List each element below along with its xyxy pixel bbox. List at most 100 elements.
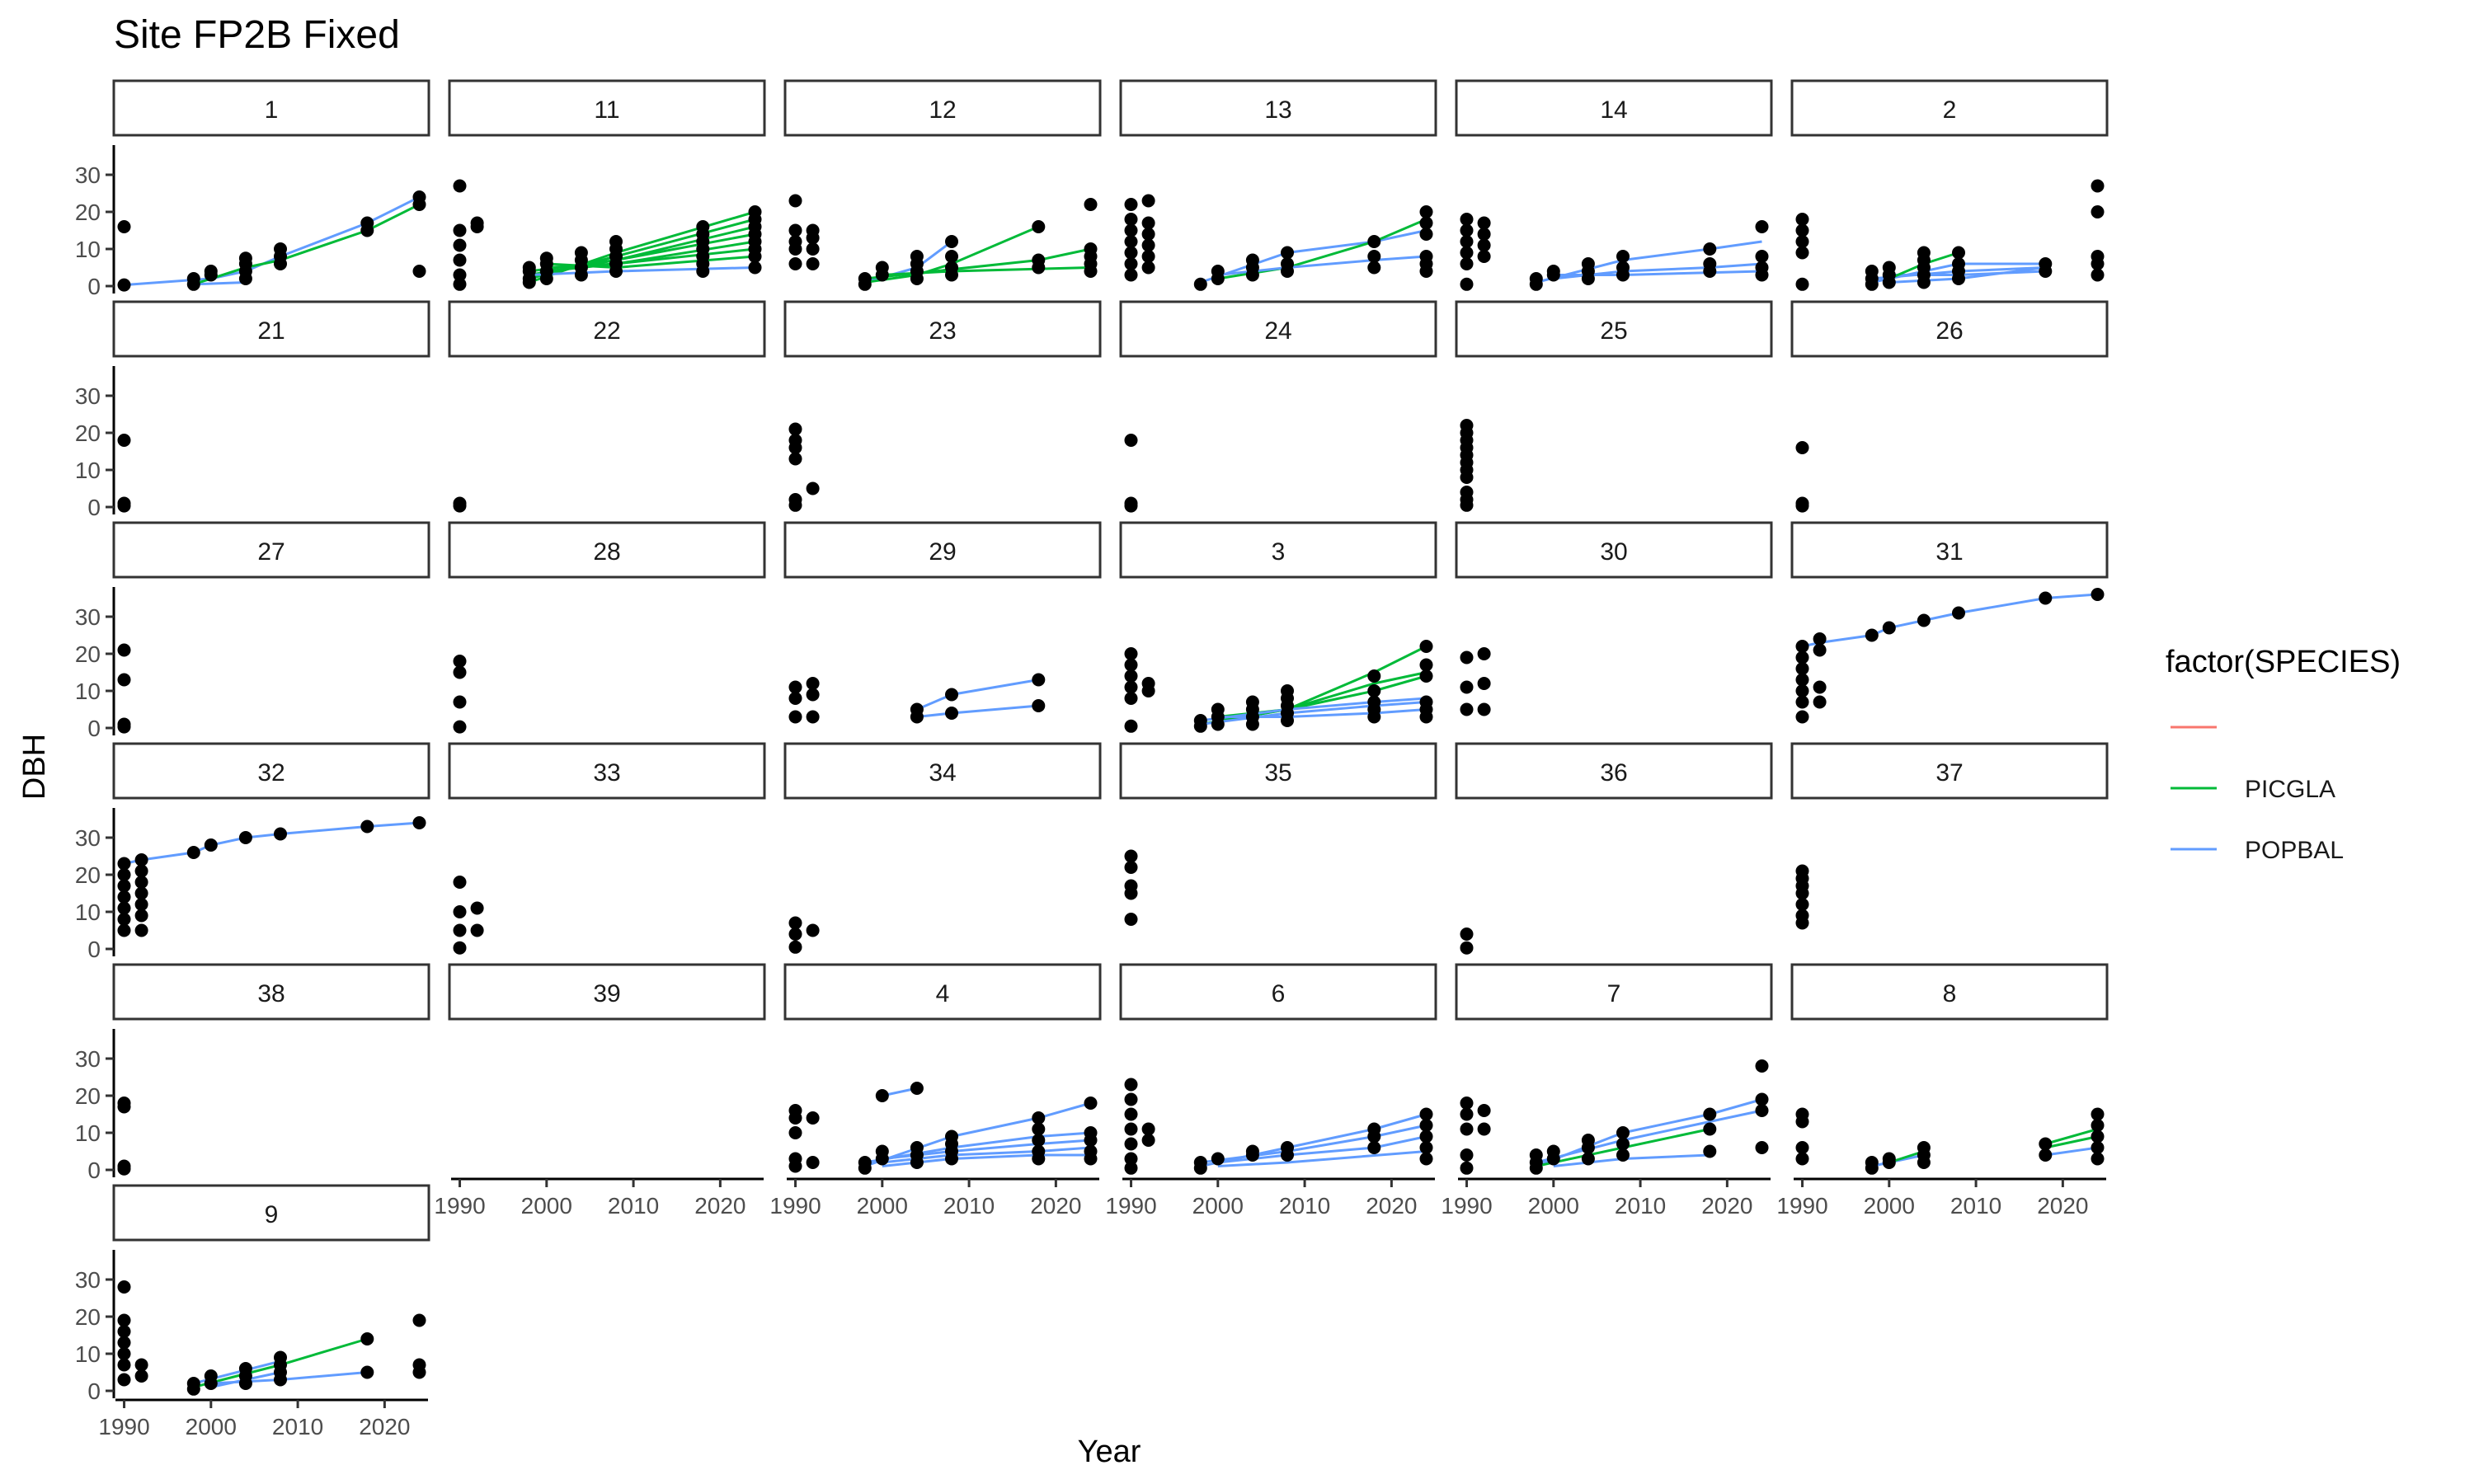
data-point [360,819,374,834]
facet-panel: 25 [1455,300,1773,512]
data-point [453,905,467,918]
data-point [1460,928,1474,941]
data-point [788,1126,802,1139]
facet-panel: 11 [448,79,766,291]
legend-title: factor(SPECIES) [2166,645,2401,679]
data-point [1703,257,1717,270]
data-point [1795,640,1809,653]
facet-panel: 2 [1790,79,2109,291]
data-point [1865,265,1879,278]
data-point [117,1347,131,1360]
data-point [1141,261,1155,275]
data-point [1124,849,1138,863]
data-point [945,250,958,263]
data-point [1813,680,1827,694]
series-line-popbal [1536,1098,1762,1167]
data-point [1460,213,1474,226]
data-point [412,190,426,204]
data-point [453,268,467,282]
data-point [1281,684,1294,697]
data-point [1141,250,1155,263]
facet-panel: 39 1990 2000 2010 2020 [434,963,766,1219]
data-point [1755,1141,1769,1154]
data-point [1460,1107,1474,1121]
facet-strip [1119,521,1437,579]
data-point [788,1159,802,1173]
data-point [1141,1134,1155,1147]
data-point [1124,1107,1138,1121]
facet-strip [1790,963,2109,1021]
data-point [1281,257,1294,270]
data-point [1460,257,1474,270]
data-point [1124,268,1138,282]
facet-panel: 26 [1790,300,2109,513]
data-point [204,1369,218,1383]
legend-label: POPBAL [2245,837,2344,864]
facet-label: 1 [265,96,279,124]
data-point [1952,606,1965,620]
data-point [858,272,872,285]
facet-strip [1119,963,1437,1021]
data-point [360,1365,374,1379]
series-line-popbal [193,281,246,286]
data-point [117,913,131,926]
y-tick-label: 30 [75,383,101,409]
facet-strip [112,1184,430,1242]
data-point [1477,216,1491,230]
data-point [788,441,802,454]
data-point [1032,1144,1046,1158]
facet-strip [1119,300,1437,358]
data-point [788,452,802,466]
data-point [1795,213,1809,226]
facet-label: 8 [1943,980,1957,1007]
data-point [2091,588,2105,601]
data-point [1124,861,1138,874]
facet-panel: 7 1990 2000 2010 2020 [1441,963,1773,1219]
facet-label: 25 [1600,317,1627,345]
series-line-picgla [864,225,1039,284]
y-tick-label: 20 [75,200,101,225]
series-line-picgla [2044,1135,2098,1149]
x-tick-label: 1990 [1776,1193,1827,1219]
data-point [470,216,484,230]
data-point [1419,228,1433,241]
data-point [1367,250,1381,263]
data-point [1245,1144,1259,1158]
x-tick-label: 2020 [1701,1193,1752,1219]
facet-panel: 38 0 10 20 30 [75,963,430,1183]
data-point [274,827,287,841]
y-tick-label: 0 [87,716,101,741]
data-point [1419,250,1433,263]
data-point [1084,1097,1098,1110]
facet-panel: 8 1990 2000 2010 2020 [1776,963,2109,1219]
data-point [2039,591,2053,605]
data-point [1616,1137,1630,1151]
facet-label: 24 [1264,317,1291,345]
x-tick-label: 2000 [1864,1193,1915,1219]
data-point [453,655,467,668]
data-point [1477,1104,1491,1117]
data-point [1124,1161,1138,1175]
data-point [1616,1126,1630,1139]
data-point [1795,916,1809,930]
y-tick-label: 30 [75,604,101,630]
facet-panel: 28 [448,521,766,734]
data-point [1419,640,1433,653]
facet-strip [1119,79,1437,137]
data-point [1124,213,1138,226]
facet-label: 28 [593,538,620,566]
facet-panel: 22 [448,300,766,513]
facet-label: 33 [593,759,620,787]
data-point [1795,1115,1809,1129]
data-point [1419,1129,1433,1144]
data-point [1755,261,1769,275]
data-point [1477,677,1491,690]
data-point [788,223,802,237]
data-point [1084,242,1098,256]
data-point [1755,1092,1769,1106]
data-point [1952,246,1965,260]
data-point [2039,1137,2053,1151]
facet-strip [448,79,766,137]
data-point [806,677,820,690]
